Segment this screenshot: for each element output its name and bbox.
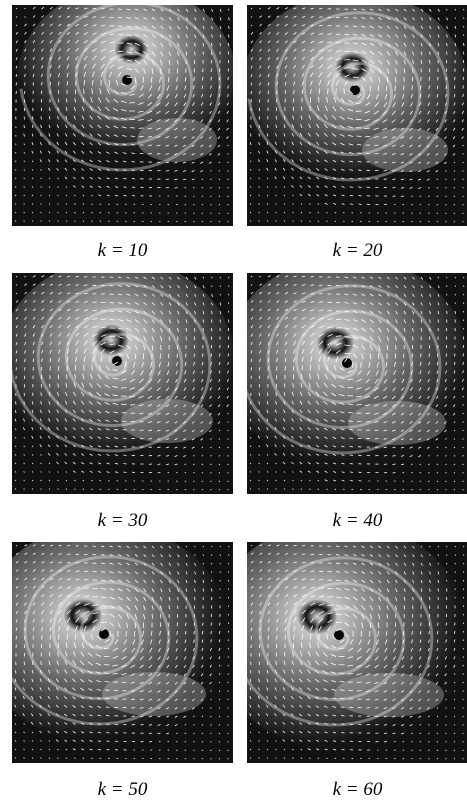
satellite-image [12, 542, 233, 763]
panel-label: k = 10 [12, 240, 233, 262]
eye [342, 358, 352, 368]
satellite-image [247, 5, 467, 226]
panel-label: k = 60 [247, 779, 467, 801]
satellite-image [247, 273, 467, 494]
satellite-image [12, 5, 233, 226]
satellite-image [12, 273, 233, 494]
eye [99, 629, 109, 639]
panel-label: k = 50 [12, 779, 233, 801]
satellite-image [247, 542, 467, 763]
eye [350, 85, 360, 95]
panel-label: k = 30 [12, 510, 233, 532]
panel-label: k = 40 [247, 510, 467, 532]
eye [122, 75, 132, 85]
figure: k = 10k = 20k = 30k = 40k = 50k = 60 (()… [0, 0, 467, 801]
panel-label: k = 20 [247, 240, 467, 262]
